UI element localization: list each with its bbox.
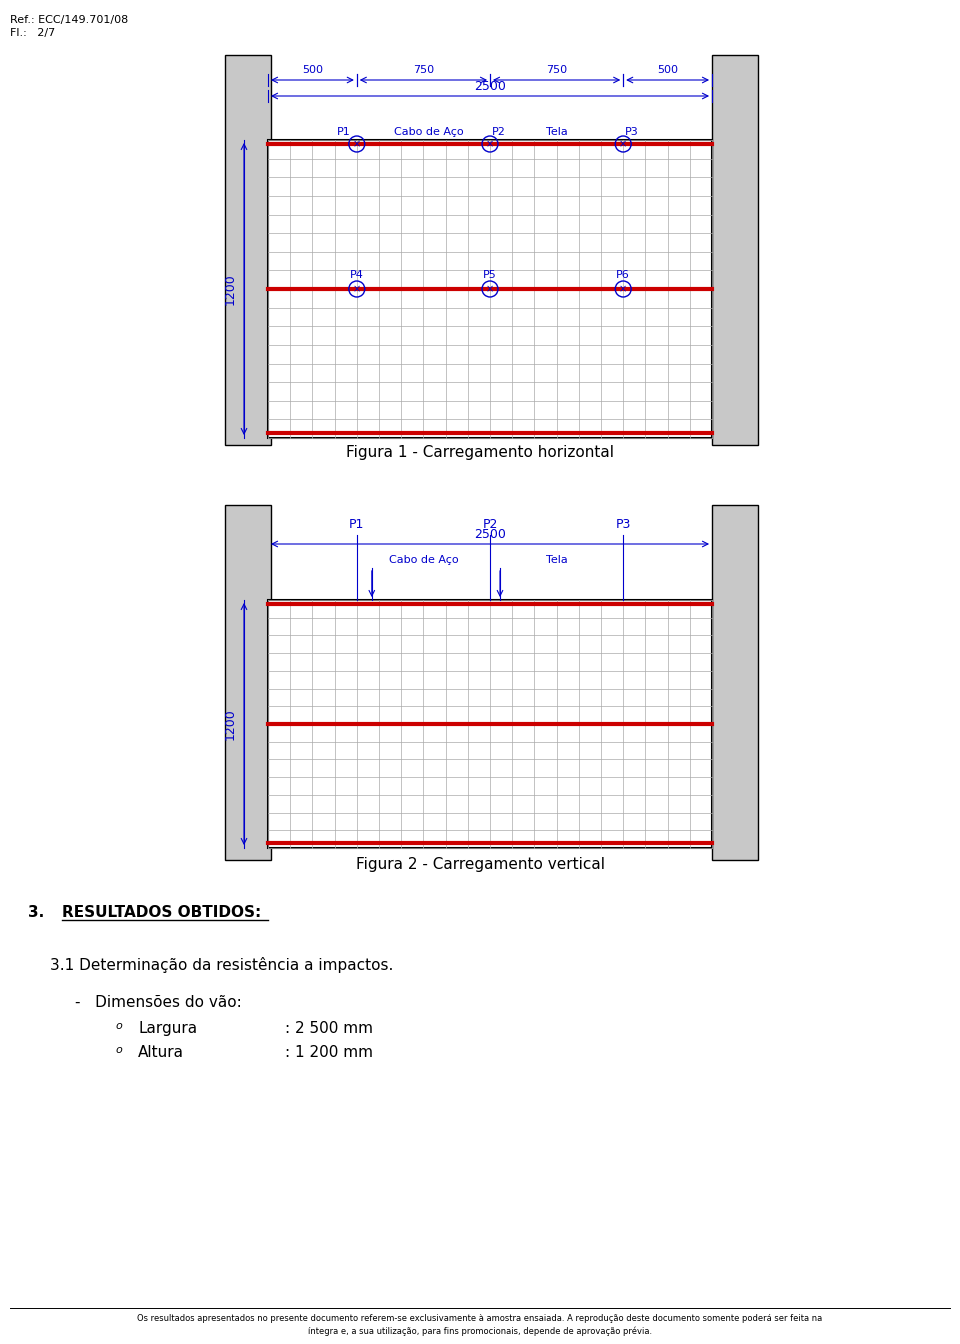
Text: P3: P3 <box>625 126 639 137</box>
Text: Tela: Tela <box>545 126 567 137</box>
Bar <box>712 55 758 445</box>
Text: ×: × <box>352 138 361 149</box>
Text: 500: 500 <box>301 65 323 75</box>
Bar <box>225 55 271 445</box>
Text: 750: 750 <box>546 65 567 75</box>
Text: 2500: 2500 <box>474 81 506 94</box>
Text: Figura 2 - Carregamento vertical: Figura 2 - Carregamento vertical <box>355 857 605 872</box>
Text: ×: × <box>486 138 494 149</box>
Text: 3.: 3. <box>28 905 44 921</box>
Text: P4: P4 <box>349 270 364 280</box>
Text: Cabo de Aço: Cabo de Aço <box>389 555 458 564</box>
Text: P2: P2 <box>482 519 497 531</box>
Text: Cabo de Aço: Cabo de Aço <box>394 126 464 137</box>
Text: P5: P5 <box>483 270 497 280</box>
Text: Altura: Altura <box>138 1046 184 1060</box>
Text: P1: P1 <box>349 519 365 531</box>
Text: 3.1 Determinação da resistência a impactos.: 3.1 Determinação da resistência a impact… <box>50 957 394 973</box>
Text: Largura: Largura <box>138 1021 197 1036</box>
Text: 750: 750 <box>413 65 434 75</box>
Bar <box>712 505 758 860</box>
Text: : 1 200 mm: : 1 200 mm <box>285 1046 373 1060</box>
Text: o: o <box>115 1046 122 1055</box>
Text: 1200: 1200 <box>224 273 236 305</box>
Text: 1200: 1200 <box>224 708 236 741</box>
Text: o: o <box>115 1021 122 1031</box>
Text: ×: × <box>352 284 361 294</box>
Text: 500: 500 <box>657 65 678 75</box>
Text: 2500: 2500 <box>474 528 506 542</box>
Text: íntegra e, a sua utilização, para fins promocionais, depende de aprovação prévia: íntegra e, a sua utilização, para fins p… <box>308 1327 652 1336</box>
Bar <box>268 599 712 848</box>
Text: ×: × <box>619 138 627 149</box>
Text: P3: P3 <box>615 519 631 531</box>
Text: -   Dimensões do vão:: - Dimensões do vão: <box>75 995 242 1009</box>
Text: RESULTADOS OBTIDOS:: RESULTADOS OBTIDOS: <box>62 905 261 921</box>
Text: Ref.: ECC/149.701/08: Ref.: ECC/149.701/08 <box>10 15 129 26</box>
Bar <box>225 505 271 860</box>
Text: P6: P6 <box>616 270 630 280</box>
Text: ×: × <box>486 284 494 294</box>
Text: P1: P1 <box>337 126 350 137</box>
Text: Fl.:   2/7: Fl.: 2/7 <box>10 28 56 38</box>
Text: Os resultados apresentados no presente documento referem-se exclusivamente à amo: Os resultados apresentados no presente d… <box>137 1314 823 1322</box>
Bar <box>268 140 712 438</box>
Text: : 2 500 mm: : 2 500 mm <box>285 1021 373 1036</box>
Text: Figura 1 - Carregamento horizontal: Figura 1 - Carregamento horizontal <box>346 445 614 460</box>
Text: Tela: Tela <box>545 555 567 564</box>
Text: ×: × <box>619 284 627 294</box>
Text: P2: P2 <box>492 126 506 137</box>
